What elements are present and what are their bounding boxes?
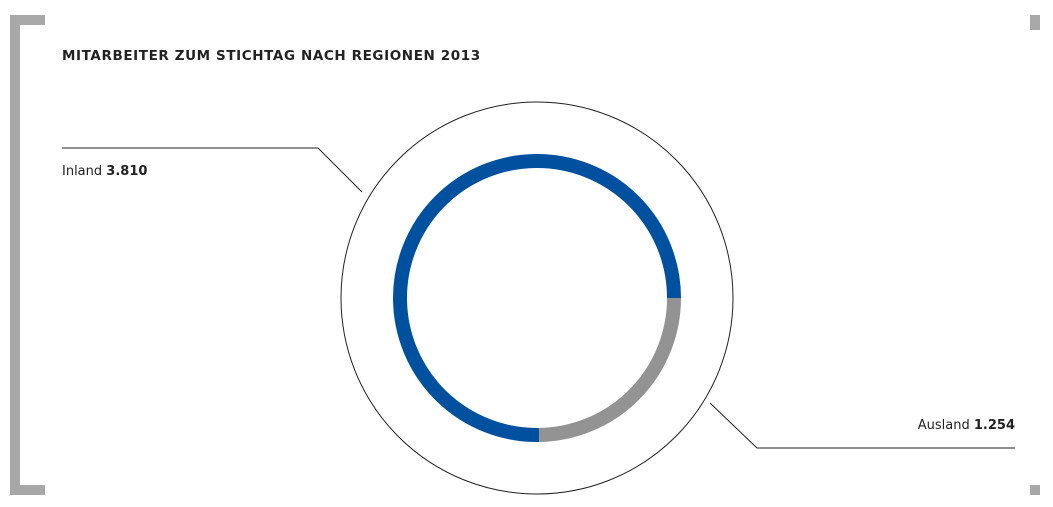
leader-line <box>709 402 1015 449</box>
donut-segment <box>538 297 681 442</box>
bracket-tick <box>10 15 45 25</box>
label: Inland 3.810 <box>62 164 147 179</box>
category-label: Inland <box>62 164 102 179</box>
value-label: 1.254 <box>974 418 1015 433</box>
left-bracket <box>10 15 20 495</box>
bracket-tick <box>1030 485 1040 495</box>
outer-circle <box>340 101 734 495</box>
frame <box>10 15 1040 495</box>
leader-line <box>62 147 363 193</box>
bracket-tick <box>1030 15 1040 30</box>
value-label: 3.810 <box>106 164 147 179</box>
chart-title: MITARBEITER ZUM STICHTAG NACH REGIONEN 2… <box>62 48 481 64</box>
category-label: Ausland <box>918 418 970 433</box>
donut-segment <box>393 154 681 442</box>
label: Ausland 1.254 <box>918 418 1015 433</box>
bracket-tick <box>10 485 45 495</box>
